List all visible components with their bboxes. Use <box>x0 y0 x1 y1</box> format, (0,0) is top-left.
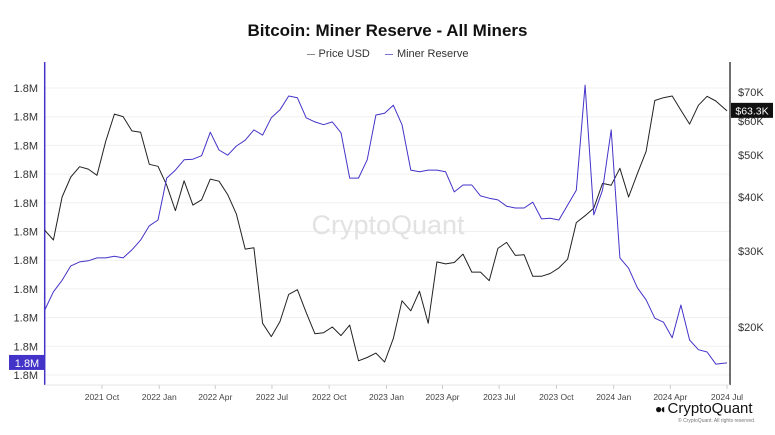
price-usd-line <box>44 95 728 363</box>
miner-reserve-current-badge <box>9 354 44 370</box>
x-tick-label: 2023 Jul <box>483 392 515 402</box>
left-tick-label: 1.8M <box>14 313 38 325</box>
price-current-label: $63.3K <box>735 105 768 117</box>
left-tick-label: 1.8M <box>14 255 38 267</box>
x-tick-label: 2022 Jul <box>256 392 288 402</box>
x-tick-label: 2024 Jul <box>711 392 743 402</box>
left-tick-label: 1.8M <box>14 140 38 152</box>
x-tick-label: 2021 Oct <box>85 392 120 402</box>
x-tick-label: 2023 Oct <box>539 392 574 402</box>
right-tick-label: $30K <box>738 246 764 258</box>
left-tick-label: 1.8M <box>14 112 38 124</box>
x-tick-label: 2022 Jan <box>142 392 177 402</box>
left-tick-label: 1.8M <box>14 198 38 210</box>
x-tick-label: 2022 Apr <box>198 392 232 402</box>
x-tick-label: 2024 Jan <box>596 392 631 402</box>
legend-item-miner-reserve[interactable]: Miner Reserve <box>384 48 469 61</box>
left-tick-label: 1.8M <box>14 83 38 95</box>
legend-label-price: Price USD <box>318 48 370 61</box>
x-tick-label: 2024 Apr <box>653 392 687 402</box>
right-tick-label: $50K <box>738 150 764 162</box>
right-tick-label: $70K <box>738 87 764 99</box>
price-current-badge <box>731 102 773 118</box>
left-tick-label: 1.8M <box>14 370 38 382</box>
right-tick-label: $20K <box>738 322 764 334</box>
cryptoquant-logo-icon: ●◖ <box>655 401 666 416</box>
right-tick-label: $60K <box>738 116 764 128</box>
brand-name: CryptoQuant <box>667 400 753 417</box>
legend: Price USD Miner Reserve <box>0 46 775 60</box>
watermark: CryptoQuant <box>311 210 465 240</box>
miner-reserve-current-label: 1.8M <box>15 358 39 370</box>
left-tick-label: 1.8M <box>14 227 38 239</box>
legend-swatch-price <box>306 53 315 55</box>
right-tick-label: $40K <box>738 192 764 204</box>
left-tick-label: 1.8M <box>14 341 38 353</box>
x-tick-label: 2023 Apr <box>425 392 459 402</box>
left-tick-label: 1.8M <box>14 284 38 296</box>
chart-title: Bitcoin: Miner Reserve - All Miners <box>247 21 528 40</box>
copyright: © CryptoQuant. All rights reserved. <box>678 418 756 424</box>
x-tick-label: 2022 Oct <box>312 392 347 402</box>
brand-logo: ●◖ CryptoQuant <box>655 400 753 417</box>
left-tick-label: 1.8M <box>14 169 38 181</box>
legend-label-miner-reserve: Miner Reserve <box>396 48 469 61</box>
x-tick-label: 2023 Jan <box>369 392 404 402</box>
legend-item-price[interactable]: Price USD <box>306 48 370 61</box>
legend-swatch-miner-reserve <box>384 53 393 55</box>
